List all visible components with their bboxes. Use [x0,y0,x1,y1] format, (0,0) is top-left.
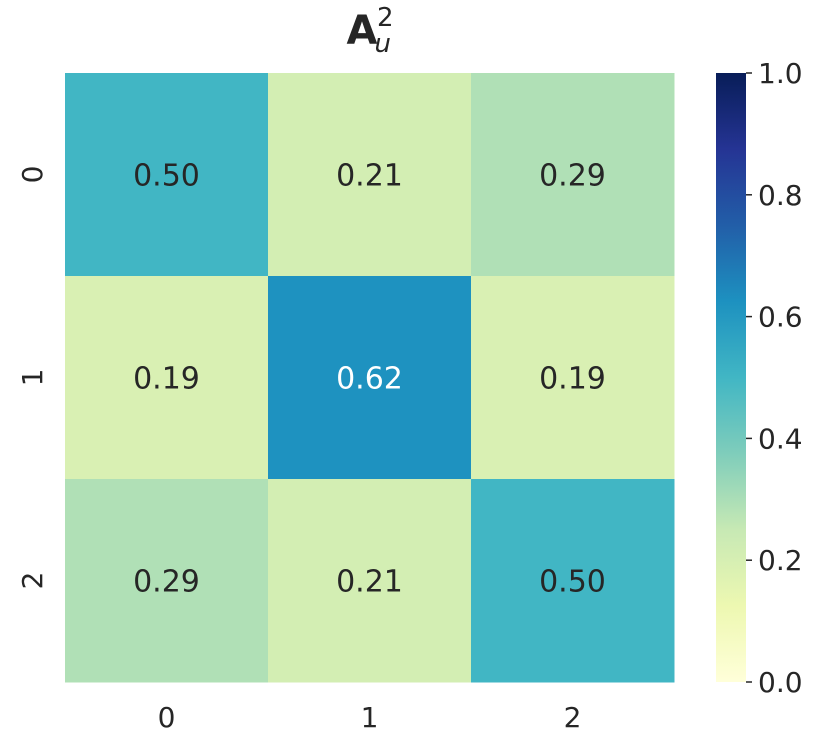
colorbar-tick-label: 0.8 [758,179,803,212]
cell-value-label: 0.19 [539,362,606,397]
x-tick-label: 0 [158,701,176,734]
heatmap-cell [471,73,675,277]
colorbar-tick-label: 0.0 [758,666,803,699]
heatmap-cell [471,479,675,683]
cell-value-label: 0.50 [539,565,606,600]
chart-title-superscript: 2 [376,3,394,33]
x-tick-label: 1 [361,701,379,734]
x-axis: 0 1 2 [158,701,582,734]
heatmap-value-labels: 0.50 0.21 0.29 0.19 0.62 0.19 0.29 0.21 0.50 [133,159,606,600]
cell-value-label: 0.21 [336,565,403,600]
chart-title: Au2 [0,3,740,59]
heatmap-cell [268,73,472,277]
chart-title-subscript: u [374,29,391,59]
heatmap-cell [268,276,472,480]
colorbar-gradient [716,73,746,682]
heatmap-cell [268,479,472,683]
colorbar-tick-label: 0.6 [758,301,803,334]
heatmap-cell [471,276,675,480]
cell-value-label: 0.50 [133,159,200,194]
cell-value-label: 0.21 [336,159,403,194]
heatmap-cell [65,73,269,277]
cell-value-label: 0.62 [336,362,403,397]
y-tick-label: 2 [16,572,49,590]
cell-value-label: 0.29 [133,565,200,600]
cell-value-label: 0.29 [539,159,606,194]
colorbar-tick-label: 1.0 [758,57,803,90]
y-tick-label: 1 [16,369,49,387]
colorbar-tick-label: 0.4 [758,422,803,455]
chart-title-base: A [346,8,378,54]
colorbar: 0.0 0.2 0.4 0.6 0.8 1.0 [716,57,803,699]
heatmap-cell [65,479,269,683]
x-tick-label: 2 [564,701,582,734]
y-tick-label: 0 [16,166,49,184]
colorbar-tick-label: 0.2 [758,544,803,577]
heatmap-cells [65,73,675,683]
heatmap-cell [65,276,269,480]
y-axis: 0 1 2 [16,166,49,590]
cell-value-label: 0.19 [133,362,200,397]
